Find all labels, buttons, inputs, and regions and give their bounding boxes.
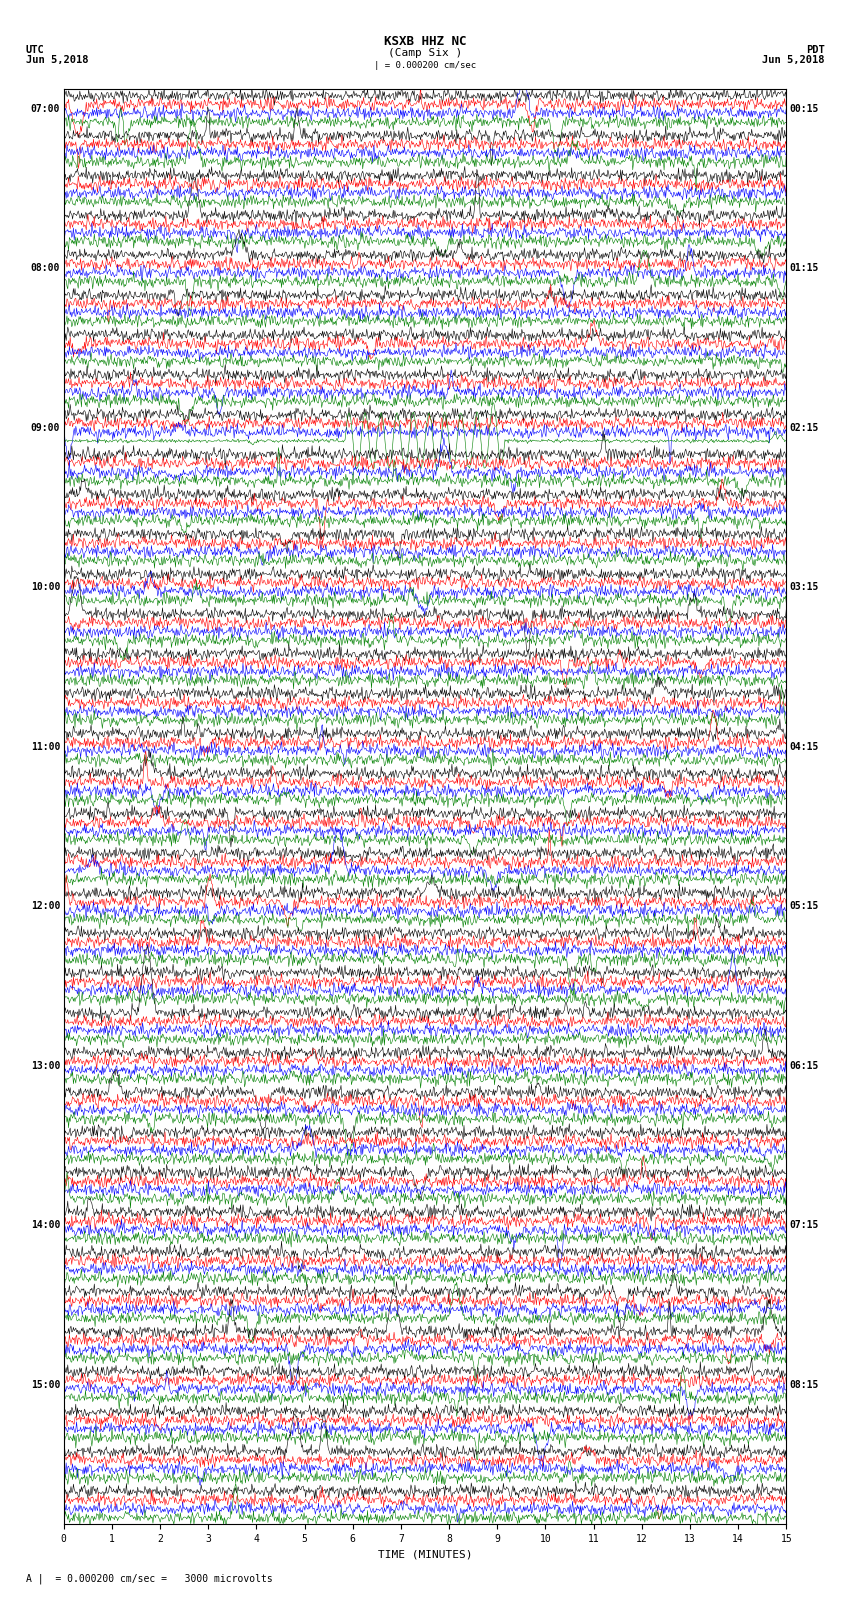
Text: UTC: UTC bbox=[26, 45, 44, 55]
Text: 07:00: 07:00 bbox=[31, 103, 60, 113]
Text: 02:15: 02:15 bbox=[790, 423, 819, 432]
Text: 11:00: 11:00 bbox=[31, 742, 60, 752]
Text: 00:15: 00:15 bbox=[790, 103, 819, 113]
Text: Jun 5,2018: Jun 5,2018 bbox=[26, 55, 88, 65]
Text: 08:00: 08:00 bbox=[31, 263, 60, 273]
Text: 13:00: 13:00 bbox=[31, 1061, 60, 1071]
Text: | = 0.000200 cm/sec: | = 0.000200 cm/sec bbox=[374, 61, 476, 71]
Text: PDT: PDT bbox=[806, 45, 824, 55]
Text: 09:00: 09:00 bbox=[31, 423, 60, 432]
Text: 07:15: 07:15 bbox=[790, 1219, 819, 1231]
Text: 01:15: 01:15 bbox=[790, 263, 819, 273]
Text: 08:15: 08:15 bbox=[790, 1379, 819, 1390]
Text: 06:15: 06:15 bbox=[790, 1061, 819, 1071]
Text: (Camp Six ): (Camp Six ) bbox=[388, 48, 462, 58]
Text: 14:00: 14:00 bbox=[31, 1219, 60, 1231]
Text: 05:15: 05:15 bbox=[790, 902, 819, 911]
Text: KSXB HHZ NC: KSXB HHZ NC bbox=[383, 35, 467, 48]
Text: 15:00: 15:00 bbox=[31, 1379, 60, 1390]
Text: 03:15: 03:15 bbox=[790, 582, 819, 592]
Text: 12:00: 12:00 bbox=[31, 902, 60, 911]
Text: 10:00: 10:00 bbox=[31, 582, 60, 592]
Text: A |  = 0.000200 cm/sec =   3000 microvolts: A | = 0.000200 cm/sec = 3000 microvolts bbox=[26, 1573, 272, 1584]
Text: 04:15: 04:15 bbox=[790, 742, 819, 752]
Text: Jun 5,2018: Jun 5,2018 bbox=[762, 55, 824, 65]
X-axis label: TIME (MINUTES): TIME (MINUTES) bbox=[377, 1550, 473, 1560]
